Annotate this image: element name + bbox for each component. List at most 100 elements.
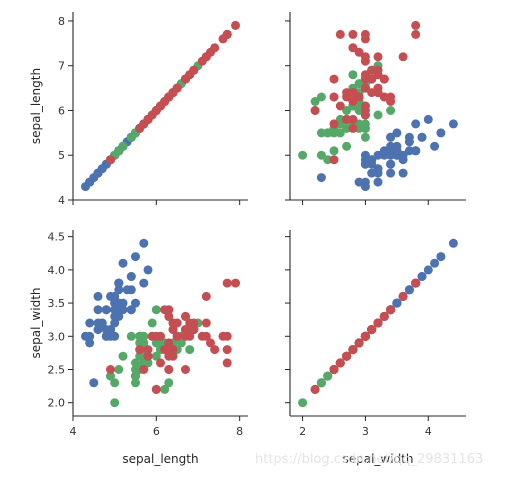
data-point-virginica — [373, 52, 383, 62]
data-point-setosa — [392, 128, 402, 138]
data-point-versicolor — [342, 123, 352, 133]
y-tick-label: 3.5 — [48, 297, 66, 310]
data-point-setosa — [126, 305, 136, 315]
data-point-setosa — [386, 146, 396, 156]
data-point-virginica — [147, 331, 157, 341]
data-point-virginica — [181, 311, 190, 321]
y-axis-label: sepal_length — [29, 68, 43, 144]
data-point-virginica — [222, 331, 232, 341]
data-point-virginica — [231, 20, 240, 30]
data-point-versicolor — [316, 378, 326, 388]
data-point-setosa — [106, 325, 115, 335]
data-point-virginica — [310, 384, 320, 394]
y-tick-label: 2.5 — [48, 364, 66, 377]
data-point-virginica — [143, 351, 153, 361]
data-point-setosa — [411, 146, 421, 156]
x-tick-label: 6 — [153, 425, 160, 438]
data-point-versicolor — [323, 371, 333, 381]
data-point-setosa — [430, 141, 440, 151]
data-point-virginica — [379, 311, 389, 321]
data-point-versicolor — [151, 338, 161, 348]
data-point-virginica — [201, 331, 211, 341]
data-point-setosa — [373, 150, 383, 160]
data-point-virginica — [210, 345, 220, 355]
y-axis-label: sepal_width — [29, 287, 43, 358]
data-point-versicolor — [131, 358, 140, 368]
data-point-versicolor — [110, 398, 120, 408]
data-point-virginica — [386, 97, 396, 106]
y-tick-label: 5 — [58, 149, 65, 162]
data-point-setosa — [423, 114, 433, 124]
data-point-virginica — [156, 358, 165, 368]
data-point-virginica — [160, 305, 170, 315]
data-point-virginica — [367, 74, 377, 84]
y-tick-label: 4 — [58, 194, 65, 207]
data-point-virginica — [342, 114, 352, 124]
data-point-virginica — [210, 43, 220, 53]
watermark: https://blog.csdn.net/qq_29831163 — [255, 452, 484, 467]
data-point-virginica — [329, 74, 339, 84]
data-point-setosa — [436, 252, 446, 262]
y-tick-label: 4.5 — [48, 231, 66, 244]
data-point-virginica — [373, 88, 383, 98]
data-point-virginica — [411, 29, 421, 39]
data-point-setosa — [110, 318, 120, 328]
data-point-virginica — [181, 365, 190, 374]
data-point-setosa — [448, 119, 458, 129]
data-point-versicolor — [131, 365, 140, 374]
data-point-setosa — [411, 119, 421, 129]
data-point-versicolor — [335, 128, 345, 138]
data-point-setosa — [404, 146, 414, 156]
data-point-versicolor — [106, 371, 115, 381]
data-point-virginica — [164, 351, 174, 361]
data-point-versicolor — [329, 128, 339, 138]
data-point-virginica — [189, 325, 199, 335]
data-point-virginica — [360, 29, 370, 39]
data-point-virginica — [329, 119, 339, 129]
data-point-virginica — [411, 20, 421, 30]
data-point-versicolor — [386, 106, 396, 115]
data-point-setosa — [354, 177, 364, 187]
y-tick-label: 3.0 — [48, 330, 66, 343]
data-point-virginica — [373, 318, 383, 328]
data-point-setosa — [430, 258, 440, 268]
data-point-versicolor — [316, 92, 326, 102]
data-point-versicolor — [160, 384, 170, 394]
data-point-setosa — [386, 168, 396, 178]
data-point-setosa — [139, 278, 149, 288]
data-point-setosa — [114, 278, 124, 288]
data-point-setosa — [110, 331, 120, 341]
data-point-virginica — [164, 365, 174, 374]
data-point-versicolor — [373, 110, 383, 120]
data-point-setosa — [85, 318, 95, 328]
data-point-versicolor — [185, 345, 195, 355]
data-point-setosa — [101, 331, 111, 341]
data-point-setosa — [367, 168, 377, 178]
data-point-setosa — [85, 331, 95, 341]
data-point-virginica — [360, 331, 370, 341]
x-tick-label: 4 — [425, 425, 432, 438]
data-point-versicolor — [360, 119, 370, 129]
data-point-virginica — [164, 345, 174, 355]
data-point-setosa — [89, 378, 99, 388]
x-tick-label: 2 — [299, 425, 306, 438]
data-point-versicolor — [354, 106, 364, 115]
data-point-setosa — [392, 141, 402, 151]
data-point-virginica — [135, 345, 145, 355]
data-point-setosa — [404, 137, 414, 147]
data-point-setosa — [436, 128, 446, 138]
data-point-virginica — [135, 123, 145, 133]
data-point-virginica — [222, 29, 232, 39]
data-point-versicolor — [139, 331, 149, 341]
data-point-virginica — [348, 29, 358, 39]
data-point-versicolor — [360, 132, 370, 142]
data-point-versicolor — [151, 305, 161, 315]
data-point-virginica — [411, 278, 421, 288]
data-point-setosa — [118, 258, 128, 268]
data-point-virginica — [348, 43, 358, 53]
data-point-virginica — [398, 291, 408, 301]
data-point-versicolor — [126, 331, 136, 341]
data-point-versicolor — [298, 150, 308, 160]
data-point-virginica — [231, 278, 240, 288]
